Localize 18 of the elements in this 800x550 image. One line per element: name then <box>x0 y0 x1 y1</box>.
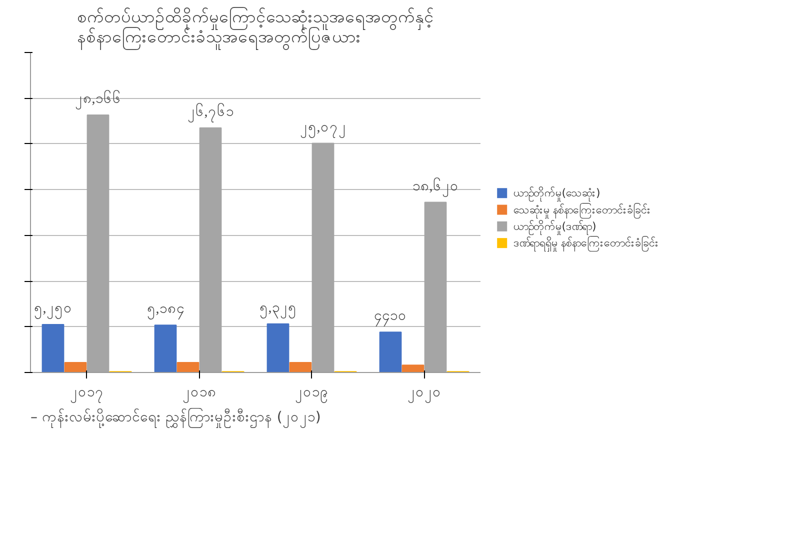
legend-label: ယာဉ်တိုက်မှု(ဒဏ်ရာ) <box>514 220 596 235</box>
x-tick-label: ၂၀၁၉ <box>294 384 329 402</box>
data-label: ၁၈,၆၂၀ <box>412 178 459 196</box>
data-label: ၅,၁၈၄ <box>146 302 184 320</box>
x-tick-label: ၂၀၁၇ <box>70 384 104 402</box>
data-label: ၄၄၁၀ <box>374 309 407 326</box>
data-label: ၂၅,၀၇၂ <box>300 120 346 138</box>
x-tick-label: ၂၀၂၀ <box>407 384 442 402</box>
legend-label: သေဆုံးမှု နစ်နာကြေးတောင်းခံခြင်း <box>514 202 652 218</box>
legend-label: ယာဉ်တိုက်မှု(သေဆုံး) <box>514 186 600 202</box>
legend-label: ဒဏ်ရာရရှိမှု နစ်နာကြေးတောင်းခံခြင်း <box>514 236 660 252</box>
text: – ကုန်းလမ်းပို့ဆောင်ရေး ညွှန်ကြားမှုဦးစီးဌာန (၂၀၂၁) <box>30 408 321 428</box>
data-label: ၅,၂၅၀ <box>34 302 72 318</box>
x-tick-label: ၂၀၁၈ <box>182 384 216 402</box>
data-label: ၅,၃၂၅ <box>259 300 297 318</box>
data-label: ၂၈,၁၆၆ <box>74 90 122 109</box>
data-label: ၂၆,၇၆၁ <box>187 104 234 122</box>
chart-title: စက်တပ်ယာဉ်ထိခိုက်မှုကြောင့်သေဆုံးသူအရေအတွက်နှင့် နစ်နာကြေးတောင်းခံသူအရေအတွက်ပြဇယား <box>77 6 434 50</box>
